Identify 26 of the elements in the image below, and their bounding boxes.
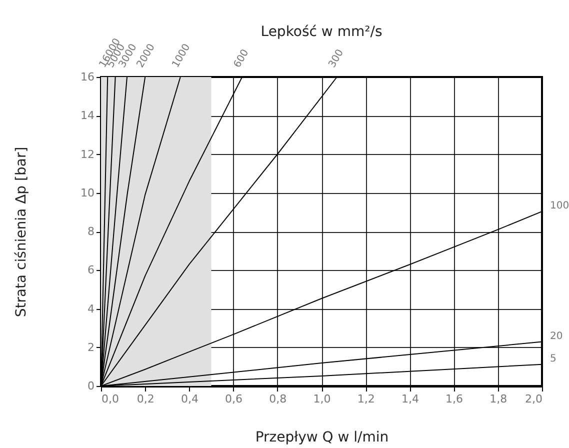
x-tick-label: 0,8 [269,392,287,406]
y-tick-label: 6 [88,264,94,277]
x-tick-label: 0,6 [225,392,243,406]
x-tick-label: 0,0 [102,392,119,406]
y-tick-label: 2 [88,340,94,354]
series-label: 100 [550,200,569,212]
x-tick-label: 0,2 [136,392,154,406]
x-tick-label: 2,0 [525,392,542,406]
y-tick-label: 16 [80,70,94,84]
x-tick-label: 1,6 [446,392,464,406]
legend-title: Lepkość w mm²/s [260,24,382,40]
x-tick-label: 0,4 [180,392,198,406]
y-tick-label: 10 [80,186,94,200]
x-tick-label: 1,4 [401,392,419,406]
x-tick-label: 1,8 [490,392,508,406]
x-tick-label: 1,2 [357,392,375,406]
y-axis-title: Strata ciśnienia Δp [bar] [14,146,30,318]
y-tick-label: 8 [88,225,94,238]
series-label: 20 [550,330,563,342]
y-tick-label: 0 [88,380,94,392]
y-tick-label: 14 [80,109,94,122]
y-tick-label: 4 [88,302,94,316]
y-tick-label: 12 [80,148,94,161]
x-axis-title: Przepływ Q w l/min [255,430,389,446]
series-label: 5 [550,353,556,364]
x-tick-label: 1,0 [313,392,331,406]
